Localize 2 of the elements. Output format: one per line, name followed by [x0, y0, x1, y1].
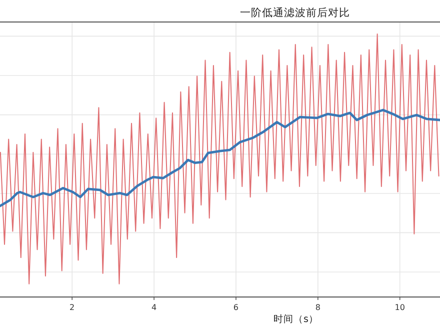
xlabel: 时间（s）	[274, 314, 318, 325]
title: 一阶低通滤波前后对比	[240, 7, 350, 19]
